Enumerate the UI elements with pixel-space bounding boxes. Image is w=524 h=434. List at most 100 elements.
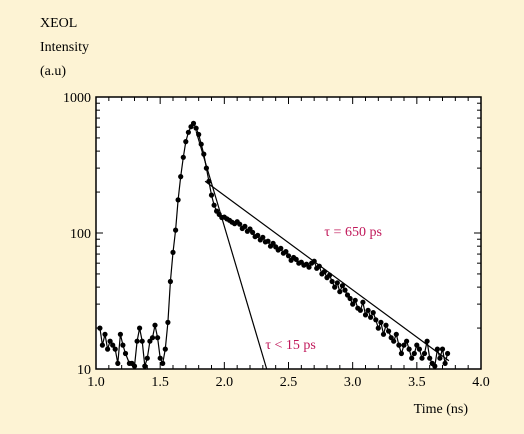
data-point bbox=[250, 229, 256, 235]
data-point bbox=[211, 202, 217, 208]
data-point bbox=[396, 342, 402, 348]
y-tick-label: 1000 bbox=[63, 91, 91, 106]
y-axis-title-line: (a.u) bbox=[40, 64, 66, 79]
data-point bbox=[386, 328, 392, 334]
y-axis-title-line: Intensity bbox=[40, 40, 89, 55]
annotation-long-lifetime: τ = 650 ps bbox=[324, 225, 381, 240]
data-point bbox=[370, 310, 376, 316]
data-point bbox=[265, 238, 271, 244]
data-point bbox=[360, 299, 366, 305]
data-point bbox=[285, 253, 292, 259]
data-point bbox=[278, 245, 284, 251]
data-point bbox=[190, 120, 197, 126]
data-point bbox=[102, 331, 108, 337]
data-point bbox=[120, 342, 126, 348]
data-point bbox=[424, 338, 430, 344]
x-tick-label: 2.5 bbox=[280, 375, 298, 390]
data-point bbox=[165, 319, 171, 325]
data-point bbox=[442, 360, 448, 366]
data-point bbox=[142, 363, 148, 369]
x-axis-ticks: 1.0 1.5 2.0 2.5 3.0 3.5 4.0 bbox=[87, 97, 490, 390]
data-point bbox=[414, 342, 420, 348]
data-point bbox=[183, 139, 189, 145]
data-point bbox=[383, 322, 389, 328]
data-point bbox=[334, 280, 340, 286]
data-point bbox=[208, 192, 215, 198]
data-point bbox=[350, 301, 356, 307]
data-point bbox=[445, 350, 451, 357]
x-tick-label: 3.0 bbox=[344, 375, 362, 390]
data-point bbox=[321, 269, 327, 275]
data-point bbox=[122, 350, 129, 357]
data-point bbox=[110, 342, 116, 348]
data-point bbox=[375, 325, 381, 331]
data-point bbox=[419, 355, 425, 361]
data-point bbox=[439, 346, 446, 352]
data-point bbox=[196, 131, 202, 138]
data-point bbox=[373, 317, 379, 323]
y-axis-ticks: 10 100 1000 bbox=[63, 91, 481, 378]
data-point bbox=[368, 314, 374, 320]
data-point bbox=[99, 342, 105, 348]
data-point bbox=[434, 346, 440, 352]
x-axis-title: Time (ns) bbox=[414, 402, 469, 417]
data-point bbox=[380, 331, 387, 337]
x-tick-label: 1.0 bbox=[87, 375, 105, 390]
data-point bbox=[193, 125, 199, 131]
data-point bbox=[137, 325, 143, 331]
data-point bbox=[398, 350, 404, 357]
data-point bbox=[352, 297, 358, 303]
fit-lines bbox=[195, 131, 450, 370]
data-point bbox=[131, 363, 138, 369]
data-point bbox=[357, 307, 363, 313]
data-point bbox=[180, 154, 186, 160]
data-point bbox=[283, 249, 289, 255]
data-point bbox=[134, 338, 140, 344]
x-tick-label: 3.5 bbox=[408, 375, 426, 390]
data-point bbox=[342, 287, 348, 293]
data-point bbox=[306, 264, 312, 270]
data-point bbox=[206, 178, 212, 184]
data-point bbox=[237, 221, 243, 227]
data-point bbox=[311, 258, 317, 264]
data-point bbox=[149, 335, 156, 341]
data-series bbox=[97, 120, 451, 369]
data-point bbox=[178, 174, 184, 180]
data-point bbox=[293, 256, 299, 262]
data-point bbox=[162, 346, 168, 352]
x-tick-label: 1.5 bbox=[151, 375, 169, 390]
data-point bbox=[97, 325, 103, 331]
data-point bbox=[316, 263, 322, 269]
data-point bbox=[270, 240, 276, 246]
data-point bbox=[347, 295, 353, 302]
data-point bbox=[332, 284, 338, 290]
data-point bbox=[362, 312, 369, 318]
fit-line bbox=[195, 131, 268, 370]
data-point bbox=[157, 355, 163, 361]
data-point bbox=[401, 342, 407, 348]
data-point bbox=[327, 272, 333, 278]
data-point bbox=[432, 363, 438, 369]
data-point bbox=[242, 223, 248, 229]
data-point bbox=[365, 307, 371, 313]
data-point bbox=[337, 289, 343, 295]
data-point bbox=[152, 322, 158, 328]
data-point bbox=[144, 355, 150, 361]
x-tick-label: 4.0 bbox=[472, 375, 490, 390]
data-point bbox=[416, 346, 422, 352]
data-point bbox=[404, 338, 410, 344]
y-axis-title-line: XEOL bbox=[40, 16, 77, 31]
fit-line bbox=[204, 180, 450, 362]
data-point bbox=[112, 346, 118, 352]
data-point bbox=[260, 234, 266, 240]
data-point bbox=[105, 346, 111, 352]
data-point bbox=[437, 355, 443, 361]
plot-area bbox=[95, 96, 482, 370]
data-point bbox=[203, 165, 209, 171]
data-point bbox=[409, 355, 415, 361]
data-point bbox=[421, 350, 428, 357]
data-point bbox=[329, 278, 335, 285]
data-point bbox=[378, 319, 384, 325]
data-point bbox=[175, 197, 181, 203]
